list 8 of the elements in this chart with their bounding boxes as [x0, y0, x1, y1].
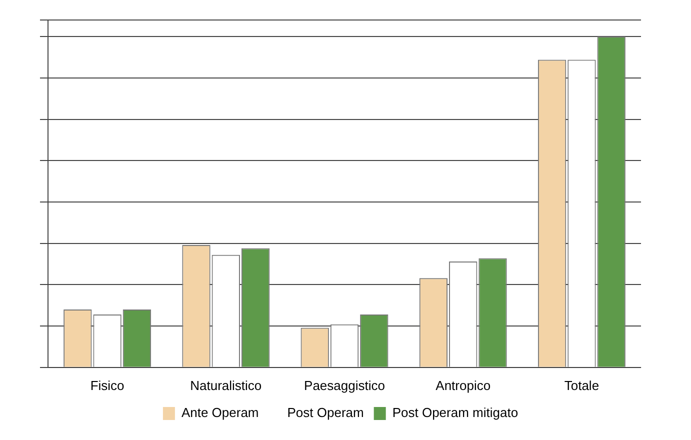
- x-tick-label: Antropico: [436, 378, 491, 393]
- text: Post Operam: [287, 405, 364, 420]
- x-tick-label: Naturalistico: [190, 378, 262, 393]
- x-tick-label: Paesaggistico: [304, 378, 385, 393]
- legend-label: Post Operam mitigato: [392, 405, 518, 420]
- x-tick-label: Fisico: [90, 378, 124, 393]
- legend-label: Ante Operam: [181, 405, 259, 420]
- x-tick-label: Totale: [564, 378, 600, 393]
